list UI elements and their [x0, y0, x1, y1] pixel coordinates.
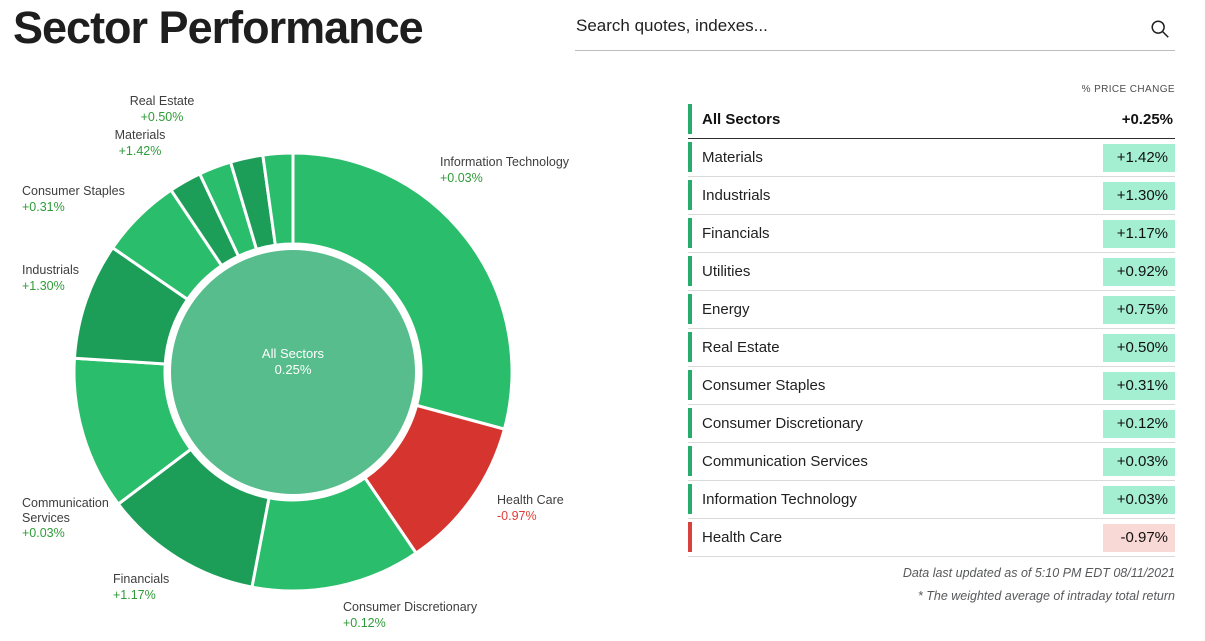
table-row-energy[interactable]: Energy +0.75%: [688, 291, 1175, 329]
table-row-label: Financials: [702, 225, 770, 242]
row-accent-bar: [688, 104, 692, 134]
table-row-label: Consumer Discretionary: [702, 415, 863, 432]
table-row-label: All Sectors: [702, 111, 781, 128]
chart-label-information-technology: Information Technology +0.03%: [440, 155, 569, 185]
row-accent-bar: [688, 294, 692, 324]
table-row-value-badge: +1.17%: [1103, 219, 1175, 248]
donut-segment-energy[interactable]: [261, 151, 295, 247]
table-row-value-badge: -0.97%: [1103, 523, 1175, 552]
chart-label-name: Information Technology: [440, 155, 570, 169]
table-row-label: Real Estate: [702, 339, 780, 356]
table-row-utilities[interactable]: Utilities +0.92%: [688, 253, 1175, 291]
chart-label-name: Consumer Discretionary: [343, 600, 478, 614]
chart-label-materials: Materials +1.42%: [97, 128, 183, 158]
chart-label-value: +0.50%: [140, 109, 184, 124]
chart-label-name: Communication Services: [22, 496, 109, 525]
row-accent-bar: [688, 256, 692, 286]
chart-label-value: -0.97%: [497, 508, 537, 523]
chart-label-financials: Financials +1.17%: [113, 572, 169, 602]
row-accent-bar: [688, 370, 692, 400]
chart-label-value: +0.31%: [22, 199, 65, 214]
footnote-disclaimer: * The weighted average of intraday total…: [917, 589, 1175, 603]
row-accent-bar: [688, 522, 692, 552]
chart-label-value: +1.30%: [22, 278, 65, 293]
table-row-label: Industrials: [702, 187, 771, 204]
search-icon[interactable]: [1149, 18, 1171, 40]
table-row-label: Consumer Staples: [702, 377, 826, 394]
table-row-label: Energy: [702, 301, 750, 318]
table-row-label: Materials: [702, 149, 763, 166]
chart-label-value: +1.17%: [113, 587, 156, 602]
row-accent-bar: [688, 446, 692, 476]
sector-performance-table: % PRICE CHANGE All Sectors +0.25% Materi…: [688, 84, 1175, 612]
table-row-label: Health Care: [702, 529, 783, 546]
chart-label-consumer-discretionary: Consumer Discretionary +0.12%: [343, 600, 477, 630]
search-box: [575, 8, 1175, 54]
search-input[interactable]: [575, 8, 1175, 51]
last-updated-note: Data last updated as of 5:10 PM EDT 08/1…: [902, 566, 1175, 580]
chart-label-value: +0.03%: [22, 526, 65, 540]
table-row-value-badge: +0.31%: [1103, 371, 1175, 400]
row-accent-bar: [688, 332, 692, 362]
chart-label-name: Materials: [114, 128, 166, 142]
row-accent-bar: [688, 484, 692, 514]
table-row-value-badge: +0.03%: [1103, 447, 1175, 476]
table-rows: Materials +1.42% Industrials +1.30% Fina…: [688, 139, 1175, 557]
chart-label-name: Consumer Staples: [22, 184, 125, 198]
sector-donut-chart: All Sectors 0.25% Information Technology…: [22, 94, 569, 630]
chart-label-industrials: Industrials +1.30%: [22, 263, 79, 293]
chart-label-consumer-staples: Consumer Staples +0.31%: [22, 184, 125, 214]
price-change-column-header: % PRICE CHANGE: [1081, 84, 1175, 95]
table-row-value-badge: +1.42%: [1103, 143, 1175, 172]
table-row-value-badge: +0.50%: [1103, 333, 1175, 362]
chart-label-health-care: Health Care -0.97%: [497, 493, 564, 523]
table-row-materials[interactable]: Materials +1.42%: [688, 139, 1175, 177]
table-row-value-badge: +0.92%: [1103, 257, 1175, 286]
chart-label-real-estate: Real Estate +0.50%: [117, 94, 207, 124]
table-row-value: +0.25%: [1121, 111, 1173, 128]
table-row-value-badge: +1.30%: [1103, 181, 1175, 210]
table-row-value-badge: +0.12%: [1103, 409, 1175, 438]
table-row-health-care[interactable]: Health Care -0.97%: [688, 519, 1175, 557]
chart-label-name: Financials: [113, 572, 170, 586]
table-row-all-sectors[interactable]: All Sectors +0.25%: [688, 101, 1175, 139]
table-row-real-estate[interactable]: Real Estate +0.50%: [688, 329, 1175, 367]
table-row-communication-services[interactable]: Communication Services +0.03%: [688, 443, 1175, 481]
chart-label-communication-services: Communication Services +0.03%: [22, 496, 140, 541]
table-row-consumer-staples[interactable]: Consumer Staples +0.31%: [688, 367, 1175, 405]
table-row-financials[interactable]: Financials +1.17%: [688, 215, 1175, 253]
table-row-consumer-discretionary[interactable]: Consumer Discretionary +0.12%: [688, 405, 1175, 443]
chart-label-name: Industrials: [22, 263, 79, 277]
table-row-value-badge: +0.75%: [1103, 295, 1175, 324]
table-row-value-badge: +0.03%: [1103, 485, 1175, 514]
donut-center-circle[interactable]: [171, 250, 415, 494]
table-row-industrials[interactable]: Industrials +1.30%: [688, 177, 1175, 215]
chart-label-value: +1.42%: [118, 143, 162, 158]
table-row-label: Communication Services: [702, 453, 868, 470]
table-row-information-technology[interactable]: Information Technology +0.03%: [688, 481, 1175, 519]
table-row-label: Utilities: [702, 263, 751, 280]
row-accent-bar: [688, 408, 692, 438]
chart-label-value: +0.03%: [440, 170, 483, 185]
chart-label-value: +0.12%: [343, 615, 386, 630]
row-accent-bar: [688, 218, 692, 248]
chart-label-name: Real Estate: [129, 94, 195, 108]
row-accent-bar: [688, 142, 692, 172]
table-footnotes: Data last updated as of 5:10 PM EDT 08/1…: [688, 566, 1175, 603]
chart-label-name: Health Care: [497, 493, 564, 507]
table-row-label: Information Technology: [702, 491, 857, 508]
page-title: Sector Performance: [13, 2, 424, 53]
row-accent-bar: [688, 180, 692, 210]
donut-segment-information-technology[interactable]: [291, 151, 514, 431]
